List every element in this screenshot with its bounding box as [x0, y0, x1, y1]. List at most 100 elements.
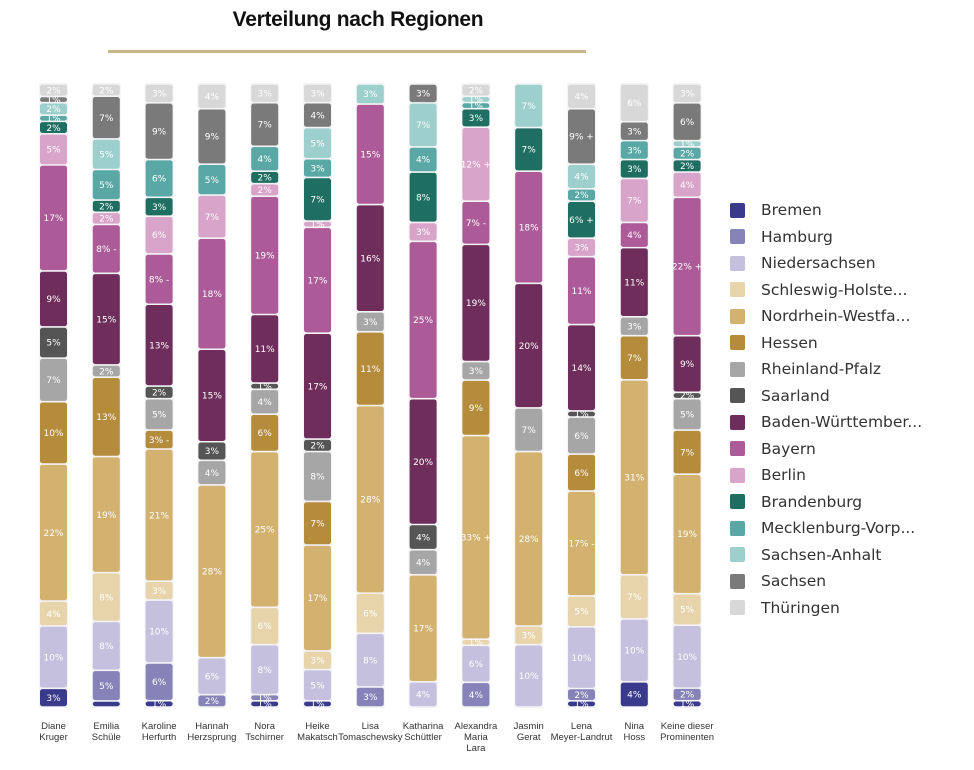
- category-label: Heike: [305, 721, 329, 732]
- data-label: 15%: [202, 392, 222, 402]
- data-label: 2%: [680, 691, 695, 701]
- bar-segment: [568, 417, 595, 454]
- data-label: 3%: [469, 114, 484, 124]
- bar-segment: [409, 242, 437, 398]
- bar-segment: [145, 254, 173, 304]
- bar-segment: [198, 164, 226, 195]
- data-label: 2%: [46, 86, 61, 96]
- legend-item: Brandenburg: [730, 492, 862, 512]
- bar-segment: [251, 184, 279, 196]
- data-label: 3%: [522, 632, 537, 642]
- bar-segment: [462, 362, 490, 380]
- bar-segment: [198, 658, 226, 694]
- data-label: 7%: [46, 376, 61, 386]
- legend-label: Nordrhein-Westfa...: [761, 307, 911, 325]
- data-label: 8%: [99, 642, 114, 652]
- data-label: 7%: [522, 426, 537, 436]
- bar-segment: [515, 408, 543, 451]
- data-label: 4%: [46, 610, 61, 620]
- category-label: Karoline: [142, 721, 177, 732]
- bar-segment: [673, 430, 701, 474]
- bar-segment: [92, 97, 120, 139]
- bar-segment: [145, 216, 173, 254]
- bar-segment: [462, 646, 490, 682]
- data-label: 4%: [680, 181, 695, 191]
- bar-segment: [409, 84, 437, 103]
- data-label: 4%: [469, 691, 484, 701]
- bar-segment: [620, 223, 648, 247]
- bar-segment: [409, 575, 437, 682]
- legend-label: Sachsen-Anhalt: [761, 545, 882, 564]
- legend-label: Thüringen: [761, 598, 840, 617]
- bar-segment: [145, 600, 173, 663]
- bar-segment: [568, 689, 595, 701]
- data-label: 8%: [310, 473, 325, 483]
- bar-segment: [673, 84, 701, 103]
- data-label: 5%: [680, 606, 695, 616]
- data-label: 10%: [571, 654, 591, 664]
- bar-segment: [462, 201, 490, 244]
- data-label: 6%: [574, 432, 589, 442]
- data-label: 3%: [152, 203, 167, 213]
- data-label: 19%: [255, 252, 275, 262]
- legend-label: Saarland: [761, 386, 830, 405]
- bar-segment: [620, 575, 648, 619]
- data-label: 25%: [255, 526, 275, 536]
- data-label: 28%: [360, 496, 380, 506]
- bar-segment: [409, 550, 437, 575]
- legend-item: Nordrhein-Westfa...: [730, 306, 910, 326]
- data-label: 2%: [258, 174, 273, 184]
- bar-segment: [409, 682, 437, 707]
- legend-item: Bayern: [730, 439, 816, 459]
- data-label: 6%: [152, 678, 167, 688]
- bar-segment: [673, 701, 701, 707]
- bar-segment: [356, 634, 384, 687]
- bar-segment: [40, 165, 67, 271]
- bar-segment: [40, 103, 67, 115]
- bar-segment: [304, 178, 331, 221]
- legend-swatch: [730, 547, 745, 562]
- data-label: 10%: [43, 429, 63, 439]
- data-label: 1%: [152, 700, 167, 710]
- legend-swatch: [730, 202, 745, 218]
- data-label: 25%: [413, 316, 433, 326]
- bar-segment: [515, 284, 543, 408]
- bar-segment: [515, 128, 543, 171]
- data-label: 11%: [571, 287, 591, 297]
- bar-segment: [304, 159, 331, 177]
- data-label: 1%: [310, 700, 325, 710]
- data-label: 3%: [363, 318, 378, 328]
- data-label: 19%: [677, 530, 697, 540]
- data-label: 3%: [310, 656, 325, 666]
- data-label: 10%: [677, 653, 697, 663]
- bar-segment: [462, 683, 490, 707]
- bar-segment: [620, 160, 648, 178]
- data-label: 19%: [466, 299, 486, 309]
- data-label: 5%: [574, 608, 589, 618]
- bar-segment: [409, 399, 437, 524]
- legend-label: Bayern: [761, 439, 816, 458]
- data-label: 7%: [627, 593, 642, 603]
- category-label: Emilia: [93, 721, 120, 732]
- data-label: 3%: [152, 587, 167, 597]
- bar-segment: [304, 84, 331, 102]
- bar-segment: [92, 457, 120, 572]
- data-label: 3%: [46, 694, 61, 704]
- bar-segment: [304, 502, 331, 545]
- category-label: Makatsch: [297, 732, 338, 743]
- legend-item: Mecklenburg-Vorp...: [730, 518, 915, 538]
- legend-swatch: [730, 388, 745, 403]
- chart-title: Verteilung nach Regionen: [232, 8, 484, 31]
- bar-segment: [251, 315, 279, 383]
- data-label: 5%: [46, 146, 61, 156]
- legend-label: Hamburg: [761, 227, 833, 246]
- bar-segment: [356, 332, 384, 405]
- data-label: 2%: [205, 697, 220, 707]
- bar-segment: [145, 198, 173, 216]
- data-label: 10%: [43, 653, 63, 663]
- data-label: 2%: [99, 202, 114, 212]
- data-label: 2%: [46, 105, 61, 115]
- bar-segment: [673, 594, 701, 625]
- data-label: 11%: [255, 345, 275, 355]
- bar-segment: [673, 141, 701, 147]
